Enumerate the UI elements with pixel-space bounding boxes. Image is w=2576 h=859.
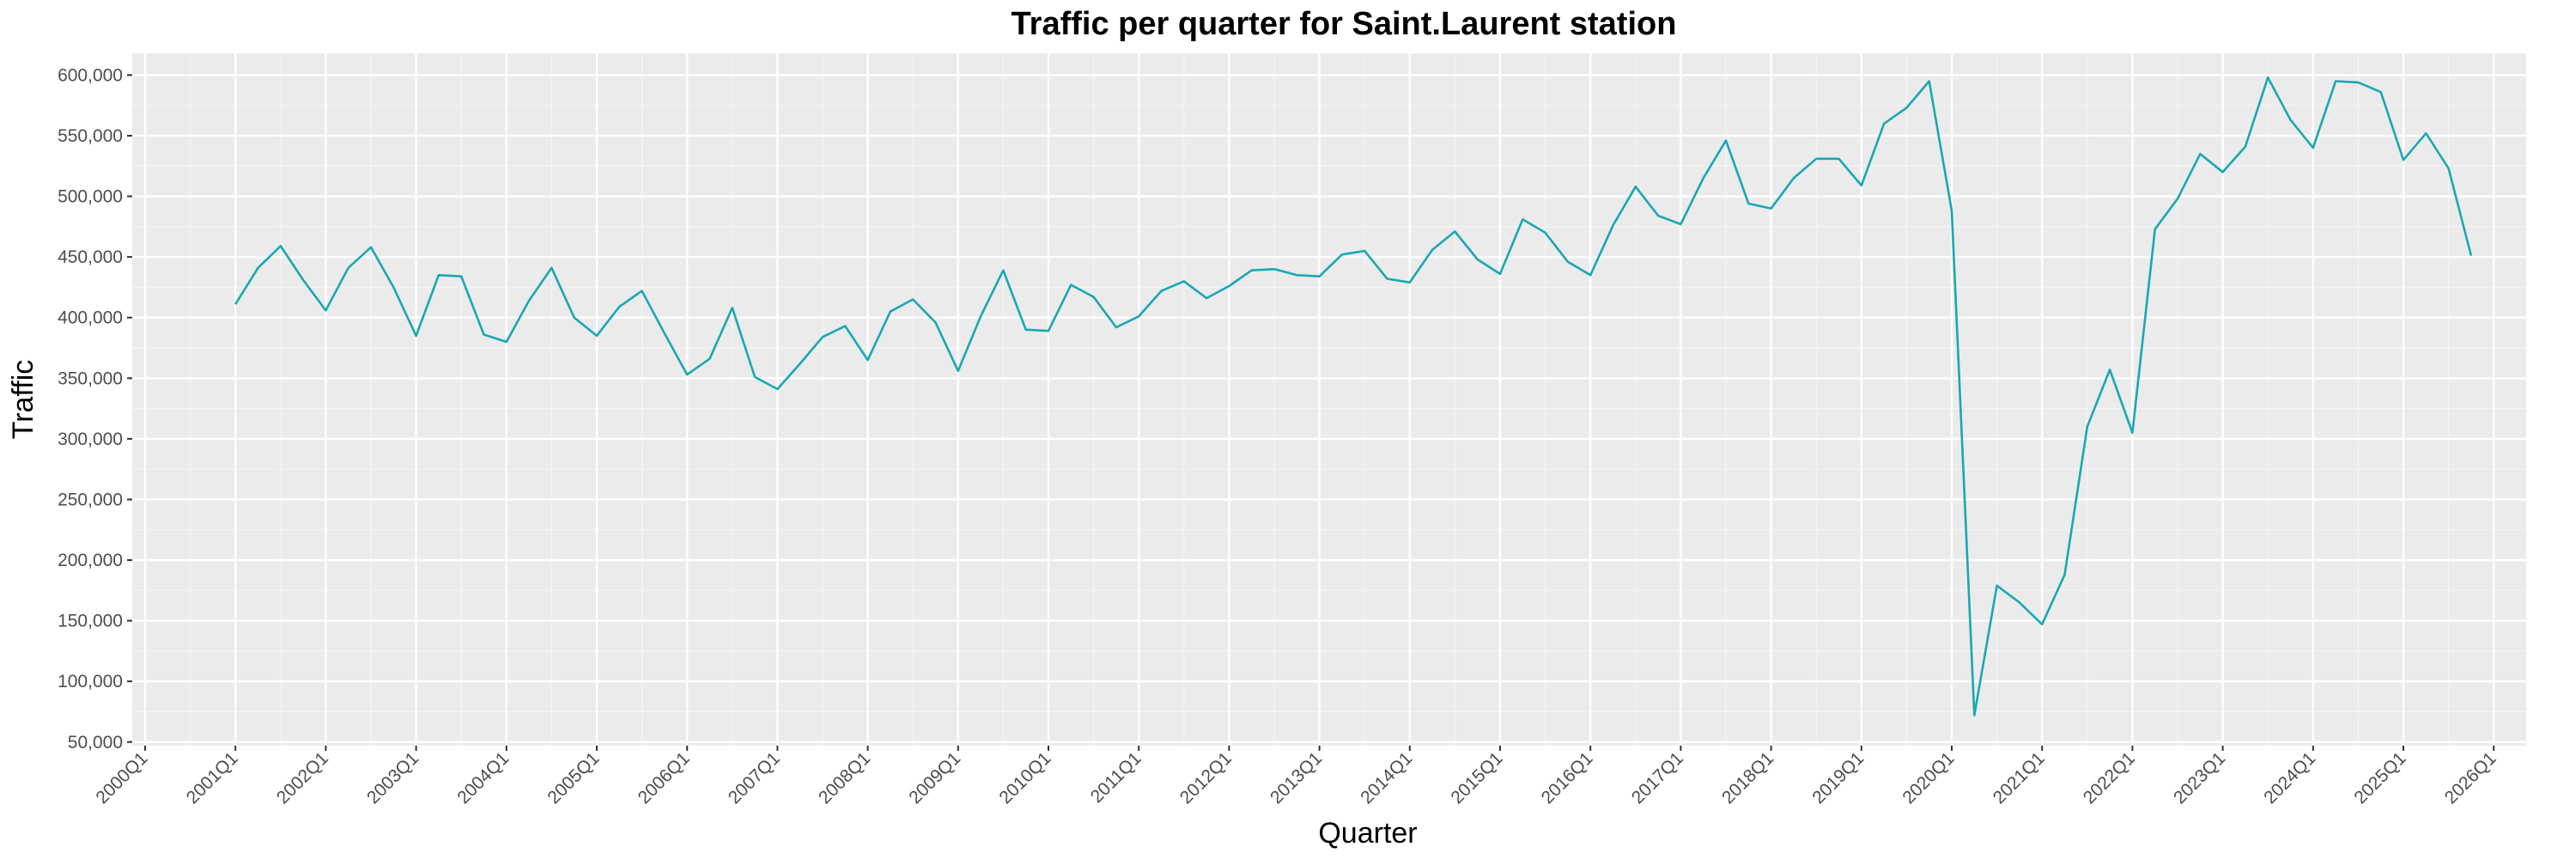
x-tick-label: 2002Q1 — [273, 748, 332, 807]
x-tick-label: 2009Q1 — [905, 748, 964, 807]
plot-panel — [132, 53, 2526, 746]
panel-background — [132, 53, 2526, 746]
y-tick-label: 200,000 — [58, 551, 123, 570]
x-tick-label: 2010Q1 — [995, 748, 1054, 807]
x-tick-label: 2006Q1 — [635, 748, 694, 807]
x-tick-label: 2008Q1 — [815, 748, 874, 807]
x-tick-label: 2013Q1 — [1267, 748, 1326, 807]
x-tick-label: 2003Q1 — [363, 748, 422, 807]
x-axis: 2000Q1 2001Q1 2002Q1 2003Q1 2004Q1 2005Q1 2006… — [92, 746, 2500, 807]
x-tick-label: 2012Q1 — [1176, 748, 1236, 807]
series-line-0 — [234, 76, 2473, 717]
x-tick-label: 2014Q1 — [1357, 748, 1416, 807]
x-tick-label: 2022Q1 — [2080, 748, 2139, 807]
x-tick-label: 2005Q1 — [544, 748, 603, 807]
y-tick-label: 500,000 — [58, 187, 123, 207]
y-tick-label: 550,000 — [58, 126, 123, 146]
x-tick-label: 2023Q1 — [2170, 748, 2229, 807]
y-tick-label: 400,000 — [58, 308, 123, 328]
y-tick-label: 600,000 — [58, 65, 123, 85]
y-tick-label: 450,000 — [58, 247, 123, 267]
x-tick-label: 2000Q1 — [92, 748, 151, 807]
x-tick-label: 2020Q1 — [1899, 748, 1958, 807]
y-tick-label: 300,000 — [58, 430, 123, 449]
x-tick-label: 2004Q1 — [453, 748, 513, 807]
x-tick-label: 2001Q1 — [183, 748, 242, 807]
y-tick-label: 50,000 — [68, 733, 123, 752]
x-tick-label: 2026Q1 — [2441, 748, 2500, 807]
chart-title: Traffic per quarter for Saint.Laurent st… — [1012, 6, 1677, 42]
x-tick-label: 2021Q1 — [1990, 748, 2049, 807]
x-tick-label: 2016Q1 — [1538, 748, 1597, 807]
series-layer — [234, 76, 2473, 717]
y-tick-label: 350,000 — [58, 369, 123, 388]
x-tick-label: 2019Q1 — [1808, 748, 1868, 807]
x-tick-label: 2018Q1 — [1718, 748, 1777, 807]
x-tick-label: 2015Q1 — [1447, 748, 1506, 807]
y-axis-title: Traffic — [7, 360, 39, 440]
x-axis-title: Quarter — [1318, 817, 1417, 850]
y-tick-label: 250,000 — [58, 490, 123, 509]
x-tick-label: 2025Q1 — [2350, 748, 2409, 807]
x-tick-label: 2007Q1 — [725, 748, 784, 807]
x-tick-label: 2011Q1 — [1087, 748, 1145, 807]
x-tick-label: 2017Q1 — [1628, 748, 1687, 807]
y-tick-label: 150,000 — [58, 612, 123, 631]
y-tick-label: 100,000 — [58, 672, 123, 691]
y-axis: 50,000 100,000 150,000 200,000 250,000 300,00… — [58, 65, 132, 752]
x-tick-label: 2024Q1 — [2260, 748, 2319, 807]
